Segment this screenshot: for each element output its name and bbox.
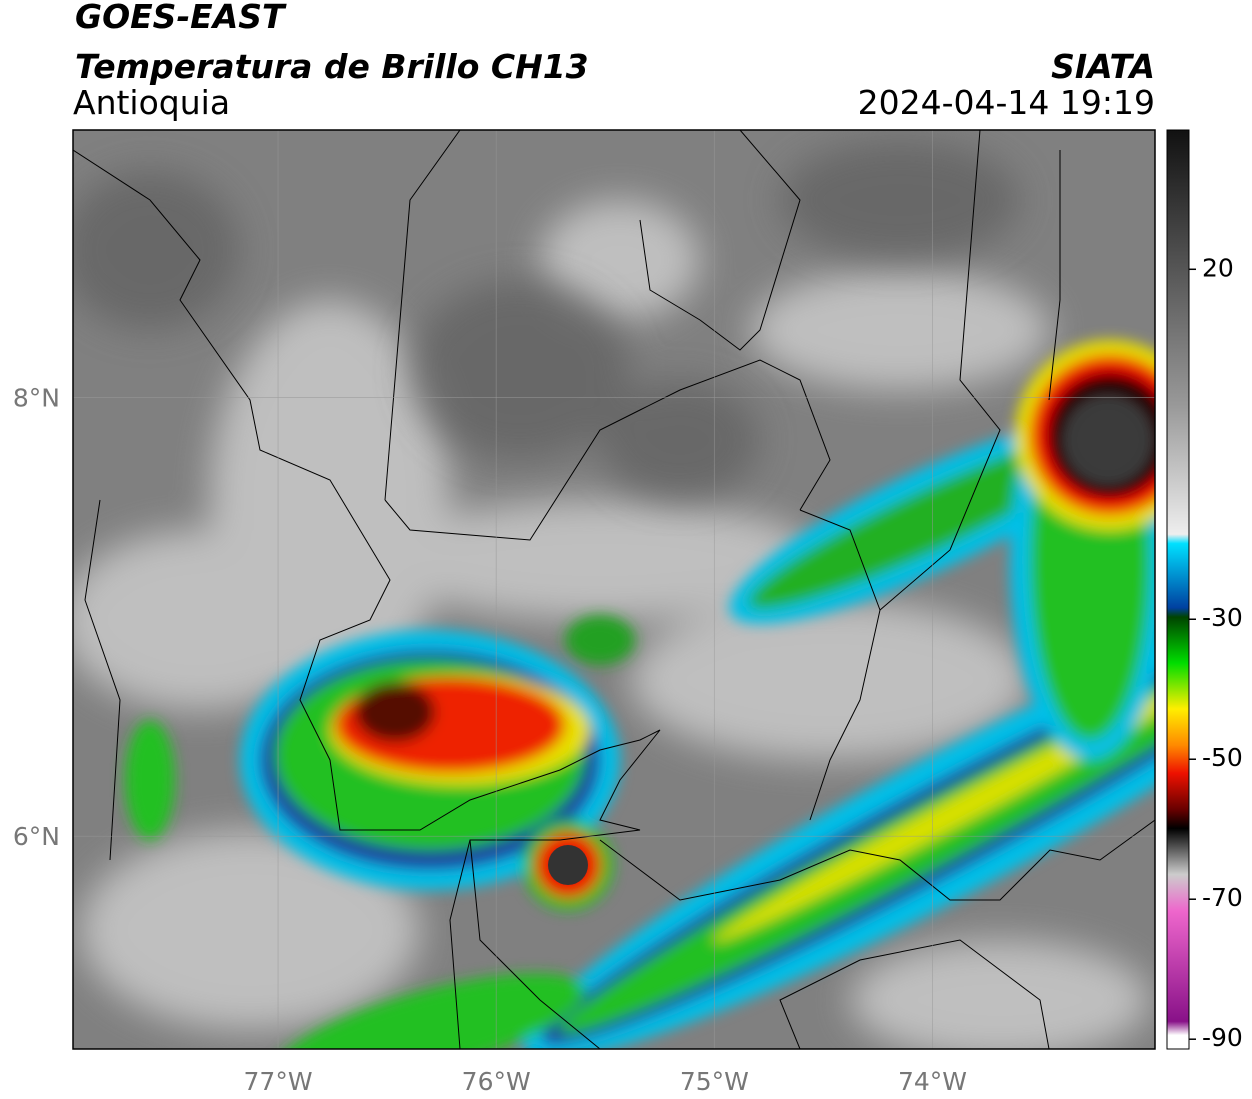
x-tick-label: 74°W: [898, 1067, 967, 1096]
region: Antioquia: [73, 83, 230, 122]
map-frame: [72, 129, 1156, 1050]
y-tick-label: 6°N: [13, 822, 60, 851]
colorbar: [1166, 129, 1190, 1050]
title: GOES-EAST: [75, 0, 287, 36]
colorbar-tick-label: -50: [1202, 743, 1243, 772]
datetime: 2024-04-14 19:19: [858, 83, 1155, 122]
x-tick-label: 75°W: [680, 1067, 749, 1096]
x-tick-label: 77°W: [244, 1067, 313, 1096]
source: SIATA: [1051, 47, 1155, 86]
colorbar-tick-label: -90: [1202, 1023, 1243, 1052]
graticule: [73, 130, 1155, 1049]
y-tick-label: 8°N: [13, 384, 60, 413]
colorbar-tick-label: -70: [1202, 883, 1243, 912]
colorbar-tick-label: 20: [1202, 253, 1234, 282]
colorbar-tick-label: -30: [1202, 603, 1243, 632]
satellite-image: [73, 130, 1155, 1049]
subtitle: Temperatura de Brillo CH13: [75, 47, 589, 86]
x-tick-label: 76°W: [462, 1067, 531, 1096]
